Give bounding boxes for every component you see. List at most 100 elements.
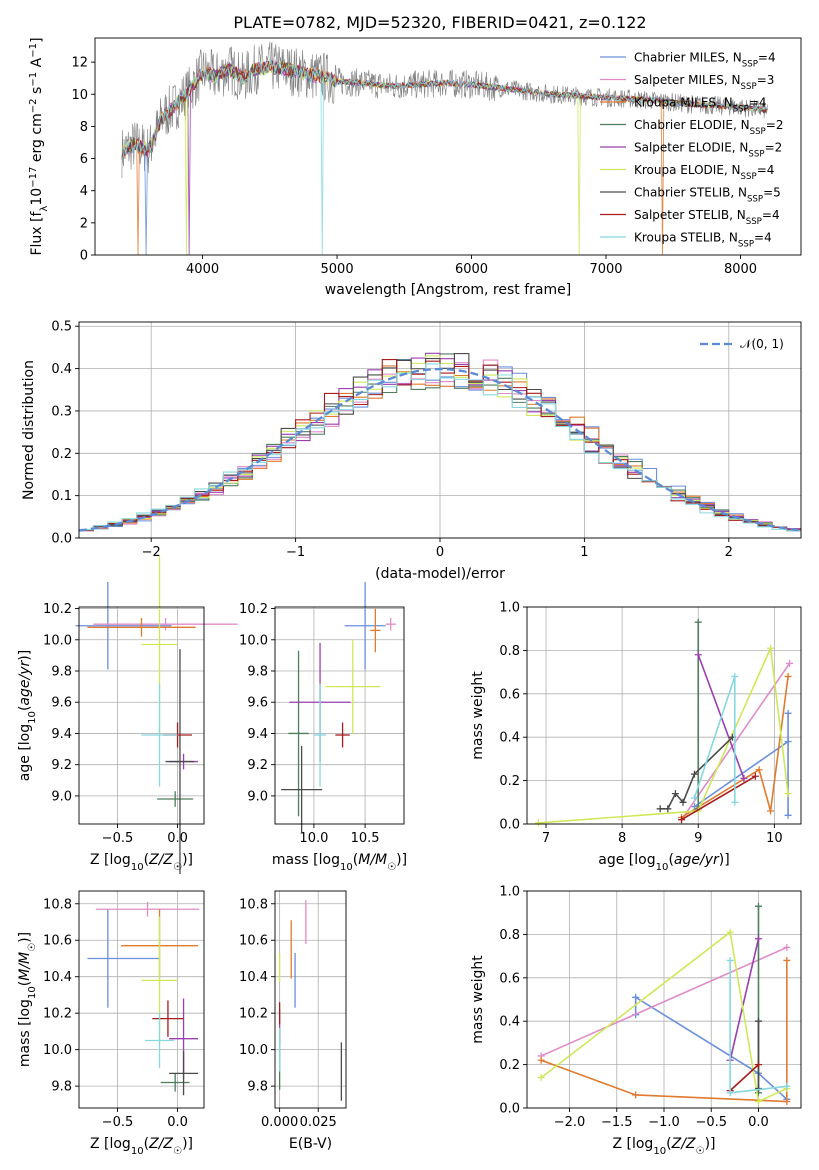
y-tick-label: 0.4 <box>499 731 520 746</box>
spectrum-panel: 4000 5000 6000 7000 8000 0 2 4 6 8 10 12 wavelength … <box>28 37 802 298</box>
legend-label: Chabrier STELIB, NSSP=5 <box>634 186 781 205</box>
y-tick-label: 0.4 <box>499 1015 520 1030</box>
y-tick-label: 1.0 <box>499 601 520 616</box>
series-marker-ks <box>690 794 698 802</box>
y-tick-label: 0.4 <box>51 362 72 377</box>
residual-histogram-panel: −2 −1 0 1 2 0.0 0.1 0.2 0.3 0.4 0.5 (data-model)/er… <box>21 320 802 582</box>
x-tick-label: 9 <box>694 831 702 846</box>
series-marker-ks <box>783 1082 791 1090</box>
series-marker-cm <box>784 738 792 746</box>
y-tick-label: 9.6 <box>247 696 268 711</box>
y-tick-label: 10.2 <box>43 1007 72 1022</box>
legend-label: Kroupa STELIB, NSSP=4 <box>634 231 772 250</box>
y-tick-label: 4 <box>80 184 88 199</box>
series-marker-ke <box>784 790 792 798</box>
y-tick-label: 0.2 <box>499 774 520 789</box>
x-tick-label: −0.5 <box>102 1115 134 1130</box>
y-tick-label: 9.8 <box>51 1080 72 1095</box>
x-tick-label: 1 <box>580 545 588 560</box>
series-marker-ss <box>754 1061 762 1069</box>
axes-frame <box>78 606 205 825</box>
model-spectrum-se <box>121 60 768 256</box>
x-tick-label: −1 <box>286 545 305 560</box>
y-axis-label: mass weight <box>470 955 486 1044</box>
series-marker-sm <box>786 659 794 667</box>
y-tick-label: 2 <box>80 216 88 231</box>
series-marker-se <box>754 935 762 943</box>
series-line-cm <box>693 713 789 816</box>
axes-frame <box>526 606 802 825</box>
age-vs-mass-panel: 10.0 10.5 9.0 9.2 9.4 9.6 9.8 10.0 10.2 mass [log… <box>239 582 407 873</box>
legend-label: 𝒩(0, 1) <box>740 337 784 351</box>
x-tick-label: −0.5 <box>102 831 134 846</box>
series-marker-ke <box>754 1097 762 1105</box>
series-marker-ss <box>751 772 759 780</box>
axes-frame <box>274 606 405 825</box>
model-spectrum-ks <box>121 58 768 256</box>
x-axis-label: (data-model)/error <box>375 566 505 582</box>
y-tick-label: 10.0 <box>239 633 268 648</box>
model-spectrum-ke <box>121 60 768 256</box>
x-tick-label: 0.025 <box>300 1115 337 1130</box>
series-marker-ks <box>726 956 734 964</box>
x-axis-label: E(B-V) <box>289 1136 332 1152</box>
y-tick-label: 10.2 <box>43 602 72 617</box>
series-line-km <box>681 676 789 819</box>
x-tick-label: −2.0 <box>554 1115 586 1130</box>
y-tick-label: 0.6 <box>499 971 520 986</box>
series-marker-cs <box>679 798 687 806</box>
series-marker-cs <box>671 790 679 798</box>
y-tick-label: 10.0 <box>239 1043 268 1058</box>
x-tick-label: 6000 <box>455 262 488 277</box>
mass-vs-metallicity-panel: −0.5 0.0 9.8 10.0 10.2 10.4 10.6 10.8 Z [log10(Z… <box>17 890 205 1157</box>
series-line-ss <box>729 1064 760 1092</box>
series-marker-cs <box>664 805 672 813</box>
series-marker-km <box>632 1091 640 1099</box>
x-tick-label: 7000 <box>589 262 622 277</box>
legend-label: Salpeter MILES, NSSP=3 <box>634 73 774 92</box>
y-tick-label: 0.1 <box>51 489 72 504</box>
series-marker-cs <box>690 770 698 778</box>
y-tick-label: 9.4 <box>51 727 72 742</box>
y-tick-label: 0.0 <box>499 818 520 833</box>
series-marker-ss <box>678 816 686 824</box>
series-marker-ks <box>731 798 739 806</box>
x-tick-label: 7 <box>542 831 550 846</box>
series-marker-ks <box>726 1089 734 1097</box>
y-tick-label: 0.8 <box>499 928 520 943</box>
y-tick-label: 10.0 <box>43 1043 72 1058</box>
y-tick-label: 0.2 <box>499 1058 520 1073</box>
x-tick-label: 2 <box>725 545 733 560</box>
y-tick-label: 10.8 <box>239 897 268 912</box>
model-spectrum-cm <box>121 60 768 256</box>
y-tick-label: 10.8 <box>43 897 72 912</box>
y-tick-label: 10.0 <box>43 633 72 648</box>
x-tick-label: 0.0 <box>748 1115 769 1130</box>
y-tick-label: 0.0 <box>499 1102 520 1117</box>
x-tick-label: 5000 <box>321 262 354 277</box>
y-tick-label: 12 <box>71 56 88 71</box>
x-tick-label: −2 <box>142 545 161 560</box>
x-axis-label: Z [log10(Z/Z☉)] <box>612 1136 715 1157</box>
legend-label: Chabrier MILES, NSSP=4 <box>634 51 776 70</box>
series-marker-ce <box>754 902 762 910</box>
series-marker-km <box>755 766 763 774</box>
series-marker-cm <box>784 709 792 717</box>
series-marker-cm <box>632 993 640 1001</box>
series-line-ss <box>681 775 756 821</box>
series-marker-km <box>783 1097 791 1105</box>
x-tick-label: 10.0 <box>299 831 328 846</box>
y-axis-label: Normed distribution <box>21 360 37 500</box>
y-axis-label: Flux [fλ10−17 erg cm−2 s−1 A−1] <box>28 37 50 255</box>
series-marker-ke <box>534 819 542 827</box>
normal-curve <box>78 367 802 532</box>
x-tick-label: 4000 <box>186 262 219 277</box>
x-tick-label: 0 <box>436 545 444 560</box>
figure-title: PLATE=0782, MJD=52320, FIBERID=0421, z=0… <box>233 13 646 32</box>
y-tick-label: 0.6 <box>499 687 520 702</box>
y-tick-label: 9.2 <box>247 758 268 773</box>
series-line-cm <box>634 995 788 1100</box>
legend-label: Kroupa MILES, NSSP=4 <box>634 96 767 115</box>
y-tick-label: 0.3 <box>51 404 72 419</box>
